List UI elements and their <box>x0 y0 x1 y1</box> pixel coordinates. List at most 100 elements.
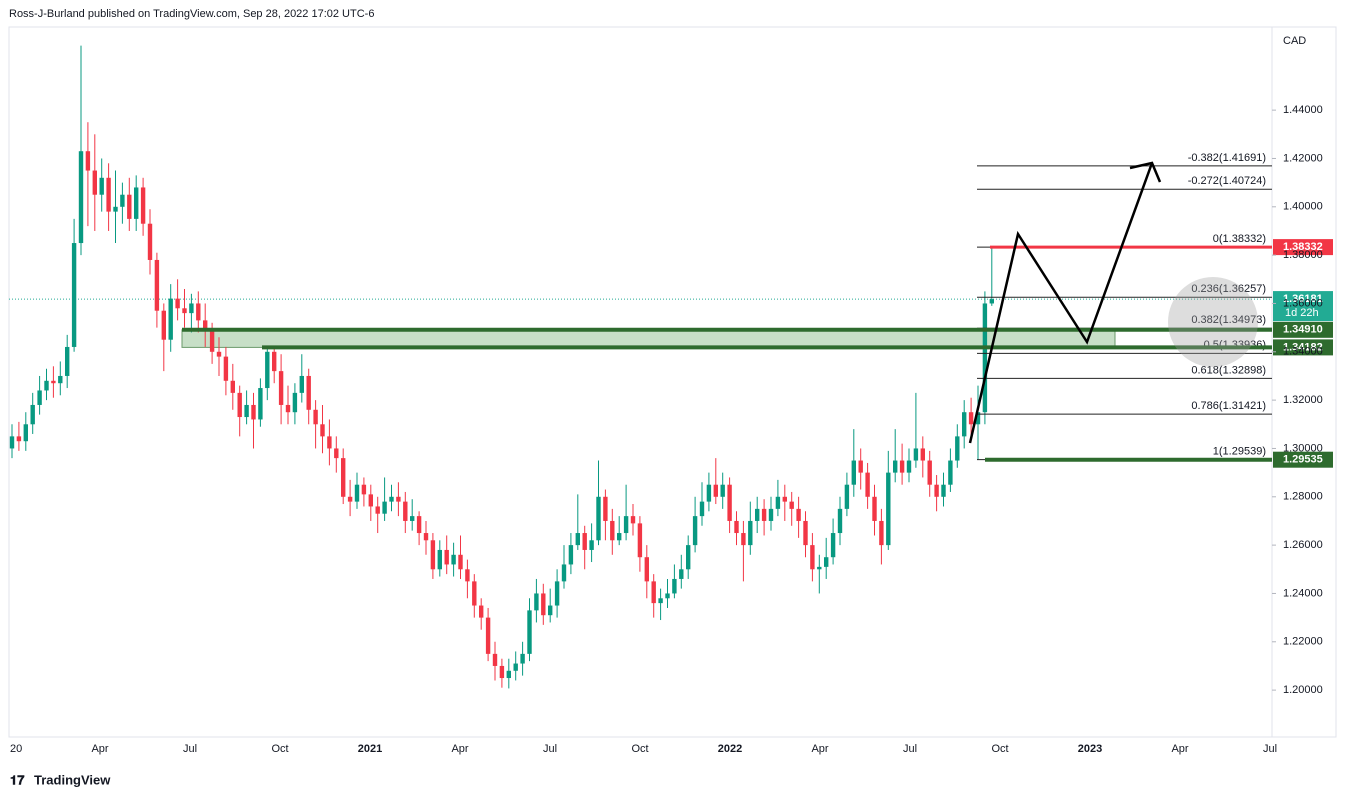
fib-label: 0(1.38332) <box>1213 233 1266 245</box>
candle-body <box>216 351 222 357</box>
x-tick-label: Oct <box>271 743 288 755</box>
candle-body <box>768 508 774 521</box>
fib-label: 0.382(1.34973) <box>1191 314 1266 326</box>
candle-body <box>906 460 912 473</box>
candle-body <box>941 484 946 497</box>
candle-body <box>65 346 70 376</box>
candle-body <box>968 412 974 425</box>
candle-body <box>527 610 532 654</box>
y-tick-label: 1.22000 <box>1283 636 1323 648</box>
y-tick-label: 1.32000 <box>1283 394 1323 406</box>
candle-body <box>734 520 739 534</box>
candle-body <box>361 484 367 495</box>
candle-body <box>548 605 553 616</box>
candles <box>9 45 994 689</box>
candle-body <box>637 523 643 558</box>
candle-body <box>99 177 104 195</box>
candle-body <box>623 516 629 534</box>
x-tick-label: Jul <box>1263 743 1277 755</box>
x-tick-label: 20 <box>10 743 22 755</box>
x-tick-label: Jul <box>183 743 197 755</box>
chart-frame <box>8 26 1337 738</box>
candle-body <box>844 484 850 509</box>
candle-body <box>686 545 691 570</box>
candle-body <box>865 472 870 497</box>
candle-body <box>582 533 587 550</box>
fib-label: 0.236(1.36257) <box>1191 283 1266 295</box>
candle-body <box>334 448 339 459</box>
candle-body <box>589 540 594 550</box>
last-price-label: 1.36181 <box>1283 293 1323 305</box>
candle-body <box>706 484 712 502</box>
y-tick-label: 1.38000 <box>1283 249 1323 261</box>
support-zone <box>181 329 1116 348</box>
candle-body <box>451 554 456 565</box>
candle-body <box>285 404 291 413</box>
candle-body <box>396 496 401 502</box>
projection-path <box>968 162 1154 444</box>
header: Ross-J-Burland published on TradingView.… <box>9 8 374 20</box>
footer-logo: TradingView <box>34 772 111 787</box>
candle-body <box>237 392 242 418</box>
level-badge-label: 1.38332 <box>1283 241 1323 253</box>
candle-body <box>437 549 442 570</box>
candle-body <box>913 448 919 461</box>
candle-body <box>644 557 649 582</box>
x-tick-label: Apr <box>91 743 108 755</box>
countdown-label: 1d 22h <box>1285 307 1319 319</box>
candle-body <box>479 605 484 618</box>
candle-body <box>23 424 28 442</box>
candle-body <box>154 259 160 311</box>
candle-body <box>375 506 380 514</box>
candle-body <box>520 653 525 664</box>
candle-body <box>106 177 111 212</box>
currency: CAD <box>1283 35 1306 47</box>
candle-body <box>113 206 118 212</box>
candle-body <box>140 187 146 224</box>
x-tick-label: Jul <box>543 743 557 755</box>
x-tick-label: 2023 <box>1078 743 1102 755</box>
candle-body <box>320 424 325 437</box>
candle-body <box>299 375 304 393</box>
candle-body <box>575 533 580 546</box>
candle-body <box>30 404 35 425</box>
candle-body <box>886 472 891 546</box>
candle-body <box>44 380 49 391</box>
fib-label: 1(1.29539) <box>1213 446 1266 458</box>
candle-body <box>209 330 215 352</box>
candle-body <box>265 351 270 389</box>
level-badge-label: 1.29535 <box>1283 454 1323 466</box>
candle-body <box>51 380 56 384</box>
level-badge-label: 1.34910 <box>1283 324 1323 336</box>
candle-body <box>851 460 856 485</box>
candle-body <box>430 540 436 570</box>
candle-body <box>651 581 656 604</box>
candle-body <box>223 356 229 381</box>
candle-body <box>948 460 953 485</box>
x-tick-label: Oct <box>631 743 648 755</box>
projection-arrowhead <box>1129 161 1162 183</box>
level-badge <box>1273 321 1333 338</box>
candle-body <box>837 508 843 534</box>
y-tick-label: 1.24000 <box>1283 587 1323 599</box>
candle-body <box>817 566 822 570</box>
candle-body <box>658 598 663 604</box>
candle-body <box>665 593 670 599</box>
candle-body <box>251 404 256 420</box>
candle-body <box>796 508 801 521</box>
candle-body <box>16 436 22 442</box>
candle-body <box>258 388 263 420</box>
level-badge <box>1273 451 1333 468</box>
x-tick-label: Jul <box>903 743 917 755</box>
footer-icon: 𝟏𝟕 <box>10 772 25 787</box>
y-tick-label: 1.30000 <box>1283 442 1323 454</box>
highlight-circle <box>1168 277 1258 367</box>
candle-body <box>561 564 567 582</box>
candle-body <box>934 484 939 497</box>
candle-body <box>403 501 408 521</box>
candle-body <box>416 516 422 534</box>
candle-body <box>568 545 574 565</box>
candle-body <box>554 581 560 606</box>
candle-body <box>982 303 988 413</box>
